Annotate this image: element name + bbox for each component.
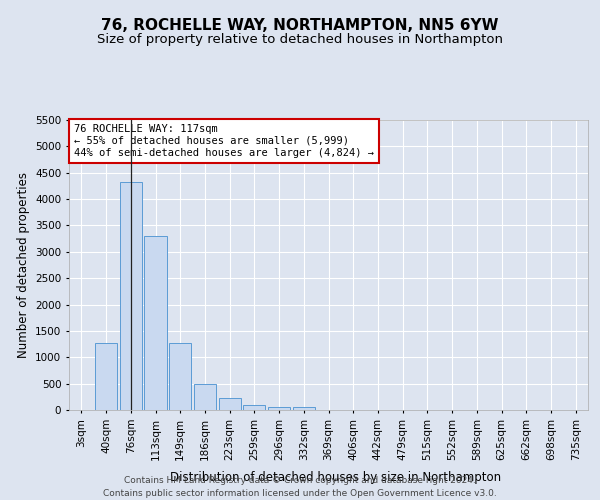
Bar [169, 342, 191, 410]
Y-axis label: Number of detached properties: Number of detached properties [17, 172, 29, 358]
Bar [268, 407, 290, 410]
Bar [293, 407, 315, 410]
Text: Distribution of detached houses by size in Northampton: Distribution of detached houses by size … [170, 471, 502, 484]
Bar [243, 406, 265, 410]
Bar [95, 343, 117, 410]
Text: 76 ROCHELLE WAY: 117sqm
← 55% of detached houses are smaller (5,999)
44% of semi: 76 ROCHELLE WAY: 117sqm ← 55% of detache… [74, 124, 374, 158]
Bar [119, 182, 142, 410]
Bar [145, 236, 167, 410]
Text: 76, ROCHELLE WAY, NORTHAMPTON, NN5 6YW: 76, ROCHELLE WAY, NORTHAMPTON, NN5 6YW [101, 18, 499, 32]
Text: Size of property relative to detached houses in Northampton: Size of property relative to detached ho… [97, 32, 503, 46]
Bar [218, 398, 241, 410]
Text: Contains HM Land Registry data © Crown copyright and database right 2024.
Contai: Contains HM Land Registry data © Crown c… [103, 476, 497, 498]
Bar [194, 384, 216, 410]
